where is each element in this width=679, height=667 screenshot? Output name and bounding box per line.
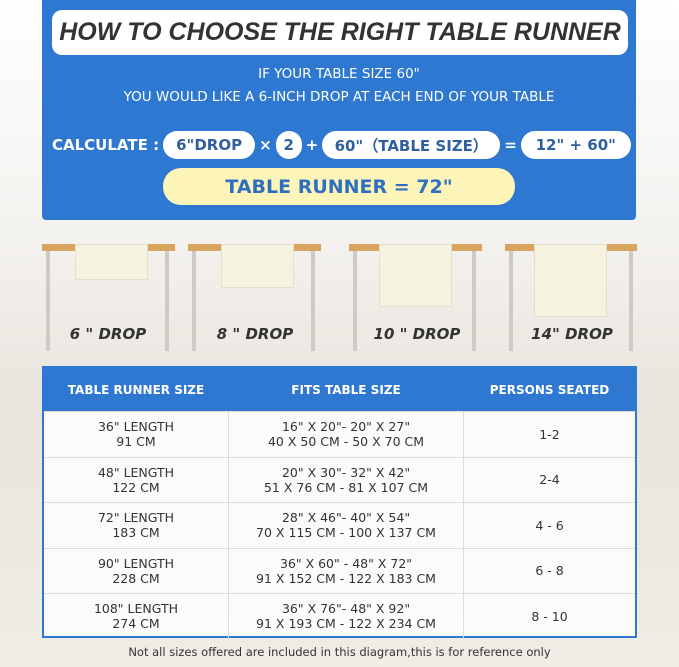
length-inches: 72" LENGTH <box>97 510 175 526</box>
length-cm: 91 CM <box>116 434 156 450</box>
fits-cm: 91 X 193 CM - 122 X 234 CM <box>256 616 436 632</box>
table-row: 36" LENGTH 91 CM 16" X 20"- 20" X 27" 40 X… <box>44 411 635 457</box>
table-illustration-6 <box>42 244 175 354</box>
fits-cm: 40 X 50 CM - 50 X 70 CM <box>267 434 425 450</box>
intro-line-2: YOU WOULD LIKE A 6-INCH DROP AT EACH END… <box>123 89 555 105</box>
table-size-pill: 60"（TABLE SIZE） <box>322 131 501 159</box>
fits-table-size: 36" X 60" - 48" X 72" 91 X 152 CM - 122 X… <box>228 548 464 593</box>
length-inches: 108" LENGTH <box>93 601 179 617</box>
table-row: 90" LENGTH 228 CM 36" X 60" - 48" X 72" 91… <box>44 547 635 593</box>
fits-inches: 20" X 30"- 32" X 42" <box>281 464 411 480</box>
length-cm: 274 CM <box>112 616 160 632</box>
table-illustration-8 <box>188 244 321 354</box>
header-persons: PERSONS SEATED <box>489 382 610 397</box>
header-fits-table: FITS TABLE SIZE <box>291 382 401 397</box>
fits-table-size: 20" X 30"- 32" X 42" 51 X 76 CM - 81 X 10… <box>228 457 464 502</box>
runner-size: 36" LENGTH 91 CM <box>44 419 228 449</box>
drop-label: 8 " DROP <box>216 325 294 343</box>
fits-table-size: 36" X 76"- 48" X 92" 91 X 193 CM - 122 X … <box>228 594 464 639</box>
result-pill: TABLE RUNNER = 72" <box>163 168 515 205</box>
fits-cm: 51 X 76 CM - 81 X 107 CM <box>263 479 429 495</box>
drop-label: 10 " DROP <box>373 325 461 343</box>
drop-label: 6 " DROP <box>69 325 147 343</box>
fits-table-size: 28" X 46"- 40" X 54" 70 X 115 CM - 100 X … <box>228 503 464 548</box>
calculation-panel: HOW TO CHOOSE THE RIGHT TABLE RUNNER IF … <box>42 0 636 220</box>
runner-size: 90" LENGTH 228 CM <box>44 556 228 586</box>
persons-seated: 2-4 <box>539 472 560 488</box>
length-inches: 36" LENGTH <box>97 419 175 435</box>
fits-inches: 16" X 20"- 20" X 27" <box>281 419 411 435</box>
size-chart: TABLE RUNNER SIZE FITS TABLE SIZE PERSON… <box>42 366 637 639</box>
length-cm: 122 CM <box>112 479 160 495</box>
footnote: Not all sizes offered are included in th… <box>128 645 551 659</box>
runner-size: 72" LENGTH 183 CM <box>44 510 228 540</box>
fits-inches: 28" X 46"- 40" X 54" <box>281 510 411 526</box>
fits-inches: 36" X 60" - 48" X 72" <box>279 555 413 571</box>
table-illustration-14 <box>505 244 637 354</box>
table-row: 48" LENGTH 122 CM 20" X 30"- 32" X 42" 51 … <box>44 456 635 502</box>
fits-table-size: 16" X 20"- 20" X 27" 40 X 50 CM - 50 X 70… <box>228 412 464 457</box>
length-cm: 228 CM <box>112 570 160 586</box>
persons-seated: 1-2 <box>539 426 560 442</box>
length-inches: 48" LENGTH <box>97 464 175 480</box>
length-cm: 183 CM <box>112 525 160 541</box>
fits-cm: 70 X 115 CM - 100 X 137 CM <box>256 525 436 541</box>
persons-seated: 4 - 6 <box>535 517 564 533</box>
calc-label: CALCULATE : <box>52 136 160 154</box>
table-header: TABLE RUNNER SIZE FITS TABLE SIZE PERSON… <box>44 368 635 411</box>
length-inches: 90" LENGTH <box>97 555 175 571</box>
drop-label: 14" DROP <box>531 325 613 343</box>
runner-size: 48" LENGTH 122 CM <box>44 465 228 495</box>
equals-sign: = <box>504 136 517 154</box>
persons-seated: 6 - 8 <box>535 563 564 579</box>
header-runner-size: TABLE RUNNER SIZE <box>67 382 205 397</box>
sum-pill: 12" + 60" <box>520 131 631 159</box>
multiplier-pill: 2 <box>275 131 302 159</box>
table-illustration-10 <box>349 244 482 354</box>
table-row: 72" LENGTH 183 CM 28" X 46"- 40" X 54" 70 … <box>44 502 635 548</box>
page-title: HOW TO CHOOSE THE RIGHT TABLE RUNNER <box>52 10 628 55</box>
times-sign: × <box>259 136 272 154</box>
intro-line-1: IF YOUR TABLE SIZE 60" <box>258 66 420 82</box>
runner-size: 108" LENGTH 274 CM <box>44 601 228 631</box>
plus-sign: + <box>305 136 319 154</box>
fits-cm: 91 X 152 CM - 122 X 183 CM <box>256 570 436 586</box>
drop-pill: 6"DROP <box>163 131 256 159</box>
fits-inches: 36" X 76"- 48" X 92" <box>281 601 411 617</box>
calculation-row: CALCULATE : 6"DROP × 2 + 60"（TABLE SIZE）… <box>52 131 632 159</box>
table-row: 108" LENGTH 274 CM 36" X 76"- 48" X 92" 91… <box>44 593 635 639</box>
persons-seated: 8 - 10 <box>531 608 568 624</box>
